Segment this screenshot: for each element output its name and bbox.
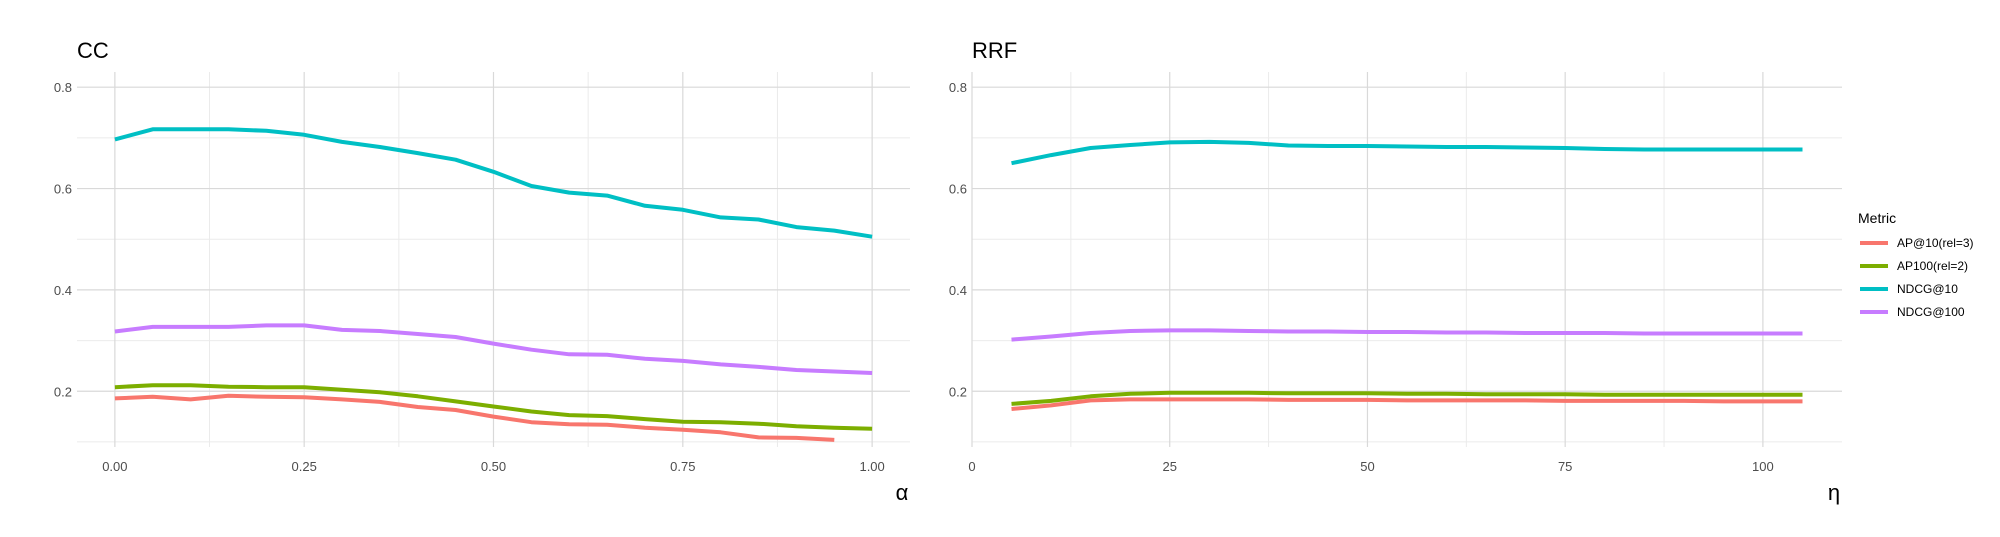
series-line (114, 127, 873, 239)
y-tick-label: 0.2 (949, 384, 967, 399)
series-line (114, 383, 873, 431)
panel-rrf: RRF η 0.2 0.4 0.6 0.8 0 25 50 75 100 (949, 38, 1842, 505)
series-line (1011, 397, 1803, 411)
x-tick-label: 0.50 (481, 459, 506, 474)
series-line (1011, 390, 1803, 406)
legend-label: AP100(rel=2) (1897, 259, 1968, 273)
x-tick-label: 50 (1360, 459, 1374, 474)
panel-title-cc: CC (77, 38, 109, 63)
y-tick-label: 0.4 (54, 283, 72, 298)
grid (77, 72, 910, 447)
series-line (1011, 139, 1803, 166)
series-line (114, 393, 835, 442)
x-tick-label: 0.00 (102, 459, 127, 474)
y-tick-label: 0.6 (54, 182, 72, 197)
panel-cc: CC α 0.2 0.4 0.6 0.8 0.00 0.25 0.50 0.75 1.00 (54, 38, 910, 505)
y-tick-label: 0.8 (54, 80, 72, 95)
x-tick-label: 0.75 (670, 459, 695, 474)
x-axis-label-rrf: η (1828, 480, 1840, 505)
legend-label: AP@10(rel=3) (1897, 236, 1974, 250)
x-tick-label: 1.00 (859, 459, 884, 474)
series-line (114, 323, 873, 375)
legend-label: NDCG@10 (1897, 282, 1958, 296)
y-tick-label: 0.8 (949, 80, 967, 95)
x-tick-label: 0 (968, 459, 975, 474)
legend: Metric AP@10(rel=3) AP100(rel=2) NDCG@10 ND… (1858, 210, 1974, 319)
x-axis-label-cc: α (896, 480, 909, 505)
series-line (1011, 328, 1803, 342)
grid (971, 72, 1842, 447)
legend-label: NDCG@100 (1897, 305, 1965, 319)
y-tick-label: 0.4 (949, 283, 967, 298)
x-tick-label: 0.25 (292, 459, 317, 474)
x-tick-label: 25 (1162, 459, 1176, 474)
y-tick-label: 0.2 (54, 384, 72, 399)
x-tick-label: 75 (1558, 459, 1572, 474)
panel-title-rrf: RRF (972, 38, 1017, 63)
x-tick-label: 100 (1752, 459, 1774, 474)
y-tick-label: 0.6 (949, 182, 967, 197)
legend-title: Metric (1858, 210, 1896, 226)
